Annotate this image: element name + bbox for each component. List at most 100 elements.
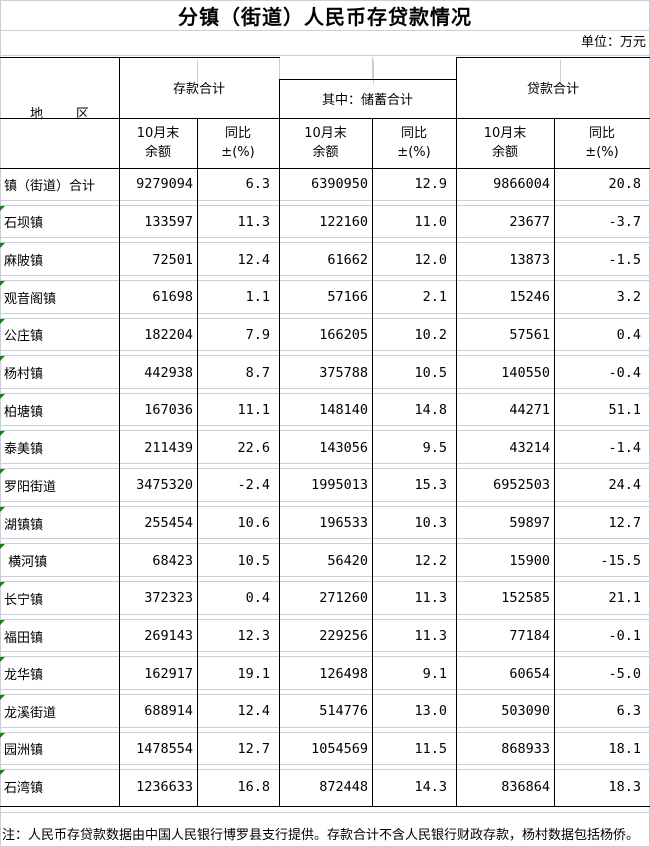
deposit-balance-cell[interactable]: 1478554 <box>136 740 193 757</box>
savings-yoy-cell[interactable]: 14.8 <box>414 402 447 419</box>
loan-yoy-cell[interactable]: 24.4 <box>608 477 641 494</box>
region-cell[interactable]: 石湾镇 <box>0 770 119 807</box>
loan-yoy-cell[interactable]: -1.4 <box>608 439 641 456</box>
savings-balance-cell[interactable]: 57166 <box>327 289 368 306</box>
loan-yoy-cell[interactable]: -0.1 <box>608 628 641 644</box>
loan-balance-cell[interactable]: 77184 <box>509 628 550 644</box>
loan-balance-cell[interactable]: 23677 <box>509 213 550 230</box>
savings-yoy-cell[interactable]: 12.9 <box>414 176 447 193</box>
savings-yoy-cell[interactable]: 11.5 <box>414 740 447 757</box>
loan-balance-cell[interactable]: 13873 <box>509 251 550 268</box>
deposit-balance-cell[interactable]: 3475320 <box>136 477 193 494</box>
savings-balance-cell[interactable]: 166205 <box>319 326 368 343</box>
deposit-balance-cell[interactable]: 72501 <box>152 251 193 268</box>
savings-yoy-cell[interactable]: 12.2 <box>414 552 447 569</box>
loan-balance-cell[interactable]: 59897 <box>509 515 550 532</box>
deposit-yoy-cell[interactable]: 10.5 <box>237 552 270 569</box>
loan-balance-cell[interactable]: 140550 <box>501 364 550 381</box>
savings-yoy-cell[interactable]: 15.3 <box>414 477 447 494</box>
header-region[interactable]: 地 区 <box>29 107 90 122</box>
region-cell[interactable]: 麻陂镇 <box>0 243 119 280</box>
loan-yoy-cell[interactable]: 0.4 <box>616 326 641 343</box>
loan-yoy-cell[interactable]: -15.5 <box>600 552 641 569</box>
deposit-yoy-cell[interactable]: 6.3 <box>245 176 270 193</box>
savings-balance-cell[interactable]: 229256 <box>319 628 368 644</box>
region-cell[interactable]: 罗阳街道 <box>0 469 119 506</box>
savings-yoy-cell[interactable]: 10.2 <box>414 326 447 343</box>
deposit-balance-cell[interactable]: 269143 <box>144 628 193 644</box>
deposit-balance-cell[interactable]: 688914 <box>144 703 193 720</box>
deposit-balance-cell[interactable]: 182204 <box>144 326 193 343</box>
savings-balance-cell[interactable]: 143056 <box>319 439 368 456</box>
region-cell[interactable]: 福田镇 <box>0 619 119 657</box>
savings-yoy-cell[interactable]: 13.0 <box>414 703 447 720</box>
region-cell[interactable]: 龙华镇 <box>0 657 119 694</box>
loan-balance-cell[interactable]: 15246 <box>509 289 550 306</box>
region-cell[interactable]: 镇（街道）合计 <box>0 168 119 205</box>
deposit-balance-cell[interactable]: 1236633 <box>136 778 193 795</box>
savings-balance-cell[interactable]: 375788 <box>319 364 368 381</box>
header-deposit-yoy[interactable]: 同比 ±(%) <box>221 125 255 161</box>
savings-yoy-cell[interactable]: 9.1 <box>422 665 447 682</box>
header-savings-yoy[interactable]: 同比 ±(%) <box>397 125 431 161</box>
savings-balance-cell[interactable]: 148140 <box>319 402 368 419</box>
loan-yoy-cell[interactable]: -5.0 <box>608 665 641 682</box>
deposit-balance-cell[interactable]: 211439 <box>144 439 193 456</box>
loan-yoy-cell[interactable]: 12.7 <box>608 515 641 532</box>
header-savings-balance[interactable]: 10月末 余额 <box>304 125 347 161</box>
deposit-balance-cell[interactable]: 255454 <box>144 515 193 532</box>
loan-yoy-cell[interactable]: 3.2 <box>616 289 641 306</box>
deposit-balance-cell[interactable]: 162917 <box>144 665 193 682</box>
deposit-balance-cell[interactable]: 372323 <box>144 590 193 607</box>
deposit-balance-cell[interactable]: 68423 <box>152 552 193 569</box>
deposit-balance-cell[interactable]: 167036 <box>144 402 193 419</box>
savings-balance-cell[interactable]: 126498 <box>319 665 368 682</box>
deposit-balance-cell[interactable]: 442938 <box>144 364 193 381</box>
deposit-yoy-cell[interactable]: 7.9 <box>245 326 270 343</box>
deposit-yoy-cell[interactable]: 11.3 <box>237 213 270 230</box>
loan-yoy-cell[interactable]: 18.1 <box>608 740 641 757</box>
savings-balance-cell[interactable]: 196533 <box>319 515 368 532</box>
loan-balance-cell[interactable]: 503090 <box>501 703 550 720</box>
loan-yoy-cell[interactable]: 20.8 <box>608 176 641 193</box>
region-cell[interactable]: 观音阁镇 <box>0 280 119 318</box>
loan-yoy-cell[interactable]: 18.3 <box>608 778 641 795</box>
loan-yoy-cell[interactable]: 21.1 <box>608 590 641 607</box>
header-deposits-total[interactable]: 存款合计 <box>172 82 225 97</box>
savings-yoy-cell[interactable]: 11.3 <box>414 628 447 644</box>
savings-yoy-cell[interactable]: 2.1 <box>422 289 447 306</box>
loan-balance-cell[interactable]: 57561 <box>509 326 550 343</box>
loan-balance-cell[interactable]: 9866004 <box>493 176 550 193</box>
header-savings-total[interactable]: 其中：储蓄合计 <box>321 93 413 108</box>
savings-balance-cell[interactable]: 6390950 <box>311 176 368 193</box>
deposit-yoy-cell[interactable]: 1.1 <box>245 289 270 306</box>
deposit-yoy-cell[interactable]: 12.3 <box>237 628 270 644</box>
region-cell[interactable]: 横河镇 <box>0 544 119 581</box>
loan-balance-cell[interactable]: 15900 <box>509 552 550 569</box>
loan-balance-cell[interactable]: 60654 <box>509 665 550 682</box>
region-cell[interactable]: 长宁镇 <box>0 582 119 619</box>
region-cell[interactable]: 园洲镇 <box>0 732 119 770</box>
loan-balance-cell[interactable]: 868933 <box>501 740 550 757</box>
deposit-yoy-cell[interactable]: 0.4 <box>245 590 270 607</box>
savings-balance-cell[interactable]: 56420 <box>327 552 368 569</box>
savings-yoy-cell[interactable]: 10.5 <box>414 364 447 381</box>
loan-balance-cell[interactable]: 44271 <box>509 402 550 419</box>
deposit-yoy-cell[interactable]: 12.7 <box>237 740 270 757</box>
region-cell[interactable]: 柏塘镇 <box>0 393 119 431</box>
savings-yoy-cell[interactable]: 12.0 <box>414 251 447 268</box>
region-cell[interactable]: 杨村镇 <box>0 356 119 393</box>
savings-balance-cell[interactable]: 61662 <box>327 251 368 268</box>
deposit-yoy-cell[interactable]: 16.8 <box>237 778 270 795</box>
header-loan-yoy[interactable]: 同比 ±(%) <box>585 125 619 161</box>
region-cell[interactable]: 公庄镇 <box>0 318 119 356</box>
region-cell[interactable]: 龙溪街道 <box>0 694 119 732</box>
loan-yoy-cell[interactable]: 6.3 <box>616 703 641 720</box>
savings-yoy-cell[interactable]: 14.3 <box>414 778 447 795</box>
loan-yoy-cell[interactable]: -3.7 <box>608 213 641 230</box>
loan-balance-cell[interactable]: 43214 <box>509 439 550 456</box>
deposit-balance-cell[interactable]: 9279094 <box>136 176 193 193</box>
loan-yoy-cell[interactable]: -1.5 <box>608 251 641 268</box>
savings-yoy-cell[interactable]: 9.5 <box>422 439 447 456</box>
deposit-yoy-cell[interactable]: 10.6 <box>237 515 270 532</box>
